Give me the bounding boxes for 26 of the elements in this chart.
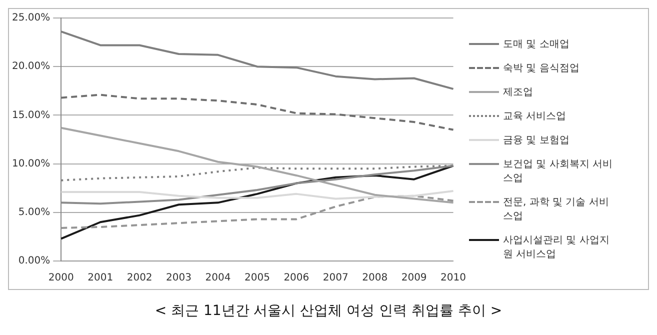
x-tick-label: 2006 — [284, 272, 310, 284]
x-tick-label: 2002 — [126, 272, 152, 284]
x-tick-label: 2009 — [401, 272, 427, 284]
legend-label: 숙박 및 음식점업 — [503, 62, 580, 75]
legend-label: 금융 및 보험업 — [503, 134, 570, 147]
legend-label: 도매 및 소매업 — [503, 38, 570, 51]
legend-label: 사업시설관리 및 사업지원 서비스업 — [503, 234, 610, 261]
y-tick-label: 15.00% — [12, 110, 50, 121]
x-tick-label: 2003 — [166, 272, 192, 284]
y-tick-label: 20.00% — [12, 61, 50, 72]
legend-label: 제조업 — [503, 86, 534, 99]
x-tick-label: 2004 — [205, 272, 231, 284]
y-tick-label: 5.00% — [18, 206, 50, 218]
x-tick-label: 2010 — [440, 272, 466, 284]
y-tick-label: 10.00% — [12, 158, 50, 170]
x-tick-label: 2000 — [48, 272, 74, 284]
legend-label: 보건업 및 사회복지 서비스업 — [503, 158, 613, 185]
y-tick-label: 25.00% — [12, 12, 50, 24]
legend-label: 교육 서비스업 — [503, 110, 568, 123]
text: < 최근 11년간 서울시 산업체 여성 인력 취업률 추이 > — [154, 302, 504, 320]
x-tick-label: 2005 — [244, 272, 270, 284]
x-tick-label: 2001 — [88, 272, 114, 284]
x-tick-label: 2008 — [362, 272, 388, 284]
y-tick-label: 0.00% — [18, 256, 50, 267]
legend-label: 전문, 과학 및 기술 서비스업 — [503, 196, 610, 223]
x-tick-label: 2007 — [322, 272, 348, 284]
